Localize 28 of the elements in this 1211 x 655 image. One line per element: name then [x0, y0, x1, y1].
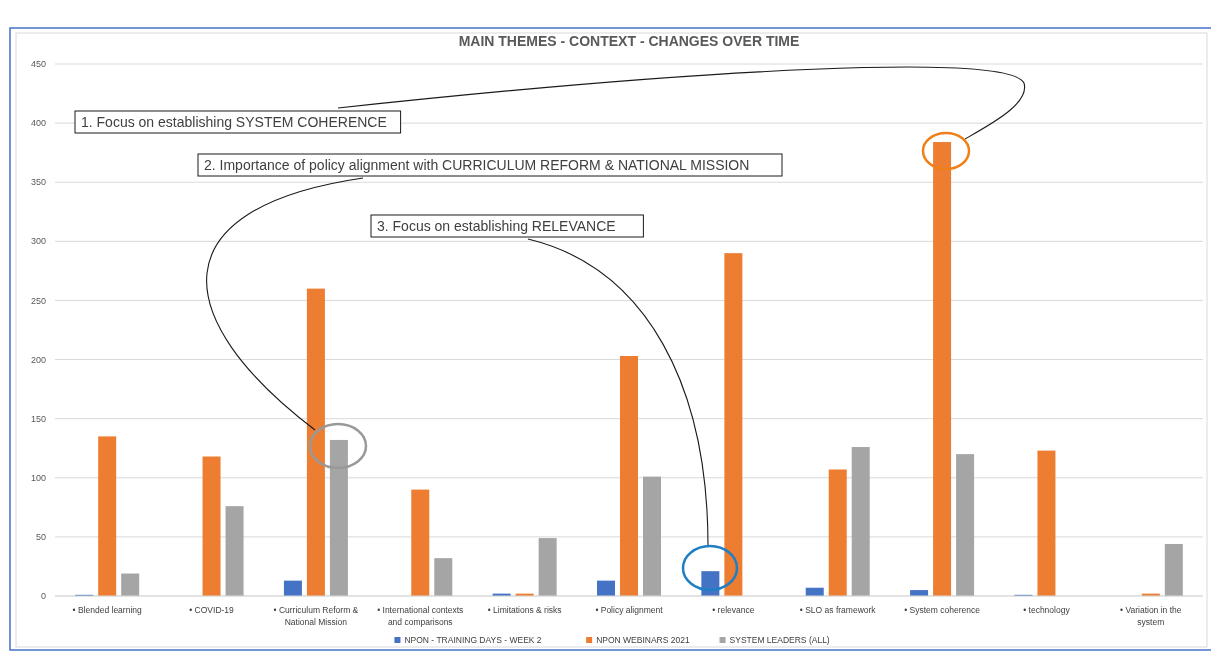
y-tick-label: 50 [35, 532, 46, 543]
y-tick-label: 400 [30, 118, 46, 129]
legend-label: SYSTEM LEADERS (ALL) [729, 634, 830, 645]
legend-label: NPON WEBINARS 2021 [596, 634, 690, 645]
y-tick-label: 250 [30, 295, 46, 306]
x-tick-label: • Blended learning [72, 605, 143, 615]
y-tick-label: 350 [30, 177, 46, 188]
legend-label: NPON - TRAINING DAYS - WEEK 2 [404, 634, 542, 645]
y-tick-label: 300 [30, 236, 46, 247]
y-tick-label: 200 [30, 354, 46, 365]
y-tick-label: 150 [30, 413, 46, 424]
x-tick-label: • Variation in the system [1120, 605, 1182, 627]
y-tick-label: 100 [30, 472, 46, 483]
x-tick-label: • COVID-19 [189, 605, 235, 615]
x-tick-label: • International contexts and comparisons [377, 605, 464, 627]
y-tick-label: 450 [30, 59, 46, 70]
annotation: 3. Focus on establishing RELEVANCE [377, 217, 616, 234]
annotation: 2. Importance of policy alignment with CURRICULUM REFORM & NATIONAL MISSION [204, 156, 750, 173]
x-tick-label: • Policy alignment [595, 605, 664, 615]
annotation: 1. Focus on establishing SYSTEM COHERENCE [81, 113, 387, 130]
x-tick-label: • System coherence [904, 605, 981, 615]
x-tick-label: • SLO as framework [799, 605, 877, 615]
x-tick-label: • technology [1023, 605, 1071, 615]
x-tick-label: • Curriculum Reform & National Mission [273, 605, 359, 627]
x-tick-label: • Limitations & risks [487, 605, 562, 615]
x-tick-label: • relevance [712, 605, 755, 615]
y-tick-label: 0 [40, 591, 46, 602]
chart-title: MAIN THEMES - CONTEXT - CHANGES OVER TIME [458, 33, 800, 49]
